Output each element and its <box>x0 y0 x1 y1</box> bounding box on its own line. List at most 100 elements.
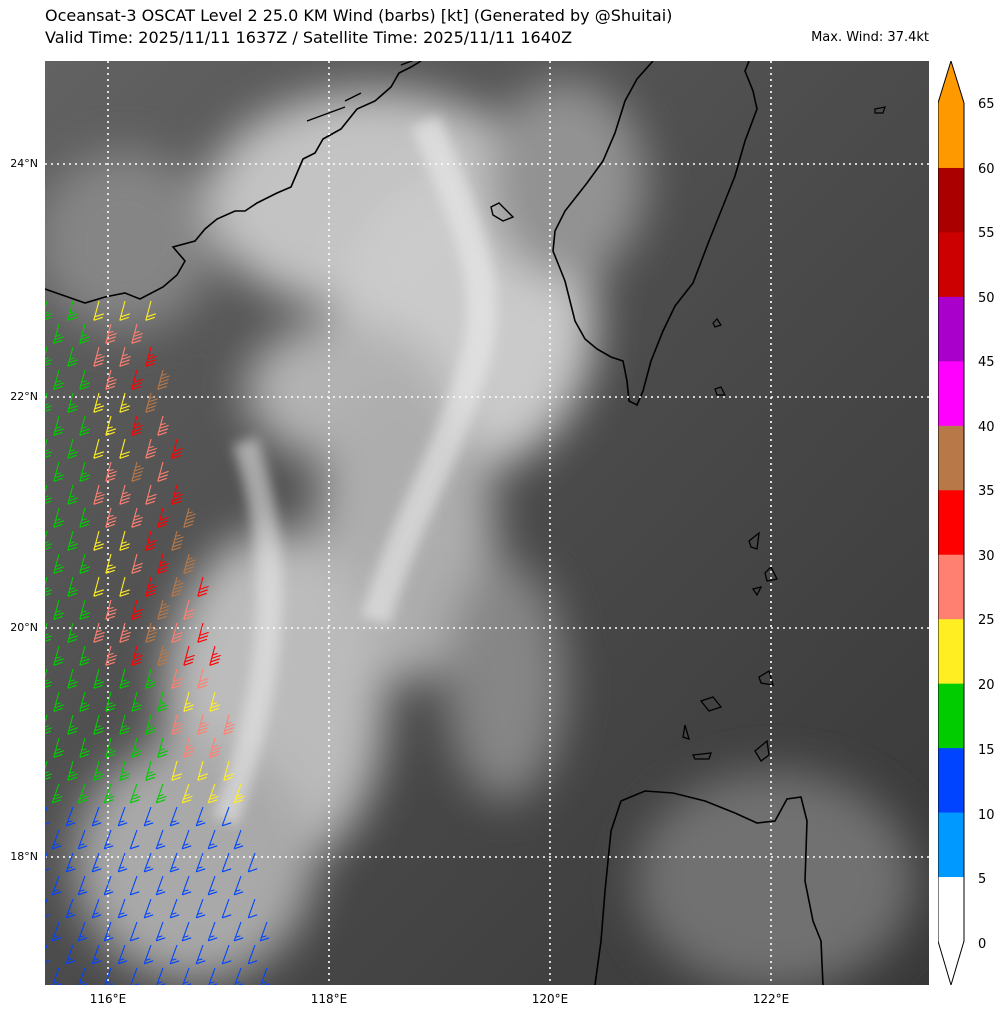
lat-label-22n: 22°N <box>10 390 38 403</box>
wind-barb <box>131 507 143 528</box>
colorbar-extend-max <box>938 61 964 103</box>
wind-barb <box>155 783 167 804</box>
wind-barb <box>79 507 90 528</box>
wind-barb <box>79 737 90 758</box>
wind-barb <box>195 806 206 827</box>
lat-label-20n: 20°N <box>10 621 38 634</box>
wind-barb <box>171 438 183 459</box>
wind-barb <box>233 875 244 896</box>
wind-barb <box>155 875 166 896</box>
wind-barb <box>45 346 52 366</box>
wind-barb <box>65 898 76 919</box>
wind-barb <box>105 737 116 758</box>
colorbar-segments <box>938 61 964 985</box>
wind-barb <box>93 300 104 321</box>
green-island <box>714 386 726 396</box>
cbar-tick-30: 30 <box>978 549 995 564</box>
cbar-tick-25: 25 <box>978 613 995 628</box>
wind-barb <box>79 599 90 620</box>
cbar-tick-20: 20 <box>978 678 995 693</box>
wind-barb <box>145 576 157 597</box>
wind-barb <box>103 829 114 850</box>
wind-barb <box>143 898 154 919</box>
chart-title: Oceansat-3 OSCAT Level 2 25.0 KM Wind (b… <box>45 6 673 25</box>
wind-barb <box>209 737 221 758</box>
wind-barb <box>53 415 64 436</box>
wind-barb <box>45 898 50 917</box>
wind-barb <box>247 852 258 873</box>
wind-barb <box>119 576 130 597</box>
lat-label-18n: 18°N <box>10 850 38 863</box>
wind-barb <box>197 622 209 643</box>
wind-barb <box>79 553 90 574</box>
wind-barb <box>171 714 183 735</box>
wind-barb <box>105 553 116 574</box>
wind-barb <box>145 346 157 367</box>
wind-barb <box>67 668 78 689</box>
wind-barb <box>79 691 90 712</box>
chart-subtitle: Valid Time: 2025/11/11 1637Z / Satellite… <box>45 28 573 47</box>
wind-barb <box>67 346 78 367</box>
china-coastline <box>45 61 422 304</box>
wind-barb <box>223 714 235 735</box>
cbar-tick-45: 45 <box>978 355 995 370</box>
wind-barb <box>77 875 88 896</box>
wind-barb <box>183 737 195 758</box>
cbar-tick-5: 5 <box>978 872 987 887</box>
wind-barb <box>181 829 192 850</box>
colorbar-segment <box>938 618 964 684</box>
cbar-tick-0: 0 <box>978 937 987 952</box>
wind-barb <box>105 461 117 482</box>
wind-barb <box>91 806 102 827</box>
wind-barb <box>169 898 180 919</box>
wind-barb <box>53 507 64 528</box>
wind-barb <box>208 967 218 985</box>
wind-barb <box>119 714 130 735</box>
wind-barb <box>45 760 52 780</box>
wind-barb <box>131 461 144 482</box>
wind-barb <box>93 576 104 597</box>
wind-barb <box>65 806 76 827</box>
wind-barb <box>195 944 206 965</box>
wind-barb <box>129 875 140 896</box>
wind-barb <box>117 806 128 827</box>
wind-barb <box>119 300 130 321</box>
wind-barb <box>45 714 52 734</box>
lon-label-118e: 118°E <box>310 992 348 1006</box>
wind-barb <box>93 668 104 689</box>
cbar-tick-60: 60 <box>978 162 995 177</box>
wind-barb <box>67 530 78 551</box>
wind-barb <box>93 622 105 643</box>
colorbar-segment <box>938 167 964 233</box>
wind-barb <box>119 484 131 505</box>
wind-barb <box>77 783 89 804</box>
penghu-islands <box>490 202 515 222</box>
wind-barb <box>53 461 64 482</box>
wind-barb <box>93 438 104 459</box>
wind-barb <box>181 783 193 804</box>
cbar-tick-15: 15 <box>978 743 995 758</box>
wind-barb <box>234 967 244 985</box>
wind-barb <box>45 622 52 642</box>
bright-cloud-core <box>212 115 497 826</box>
wind-barb <box>119 760 130 781</box>
wind-barb <box>145 668 156 689</box>
wind-barb <box>183 507 196 528</box>
wind-barb <box>145 714 156 735</box>
wind-barb <box>93 392 104 413</box>
wind-barb <box>247 898 258 919</box>
wind-barb <box>79 369 90 390</box>
wind-barb <box>93 760 104 781</box>
colorbar-segment <box>938 296 964 362</box>
colorbar-segment <box>938 683 964 749</box>
wind-barb <box>45 668 52 688</box>
wind-barb <box>233 829 244 850</box>
wind-barb <box>45 806 50 825</box>
wind-barb <box>197 576 209 597</box>
wind-barb <box>131 553 143 574</box>
wind-barb <box>157 691 168 712</box>
wind-barb <box>233 921 244 942</box>
wind-barb <box>67 576 78 597</box>
wind-barb <box>119 346 131 367</box>
wind-barb <box>171 530 184 551</box>
